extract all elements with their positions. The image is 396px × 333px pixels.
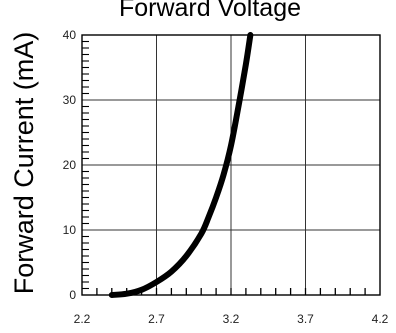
y-tick-label: 40 (63, 28, 77, 42)
x-tick-label: 3.2 (223, 312, 240, 326)
y-tick-labels: 0 10 20 30 40 (63, 28, 77, 302)
x-tick-label: 2.2 (74, 312, 91, 326)
x-tick-labels: 2.2 2.7 3.2 3.7 4.2 (74, 312, 389, 326)
series-layer (108, 32, 254, 298)
x-tick-label: 2.7 (148, 312, 165, 326)
plot-frame (81, 34, 381, 296)
series-line (108, 32, 254, 298)
y-tick-label: 30 (63, 93, 77, 107)
y-tick-label: 0 (69, 288, 76, 302)
y-tick-label: 10 (63, 223, 77, 237)
y-tick-label: 20 (63, 158, 77, 172)
x-tick-label: 4.2 (372, 312, 389, 326)
y-axis-label: Forward Current (mA) (9, 32, 39, 295)
x-tick-label: 3.7 (297, 312, 314, 326)
chart-title: Forward Voltage (119, 0, 301, 22)
